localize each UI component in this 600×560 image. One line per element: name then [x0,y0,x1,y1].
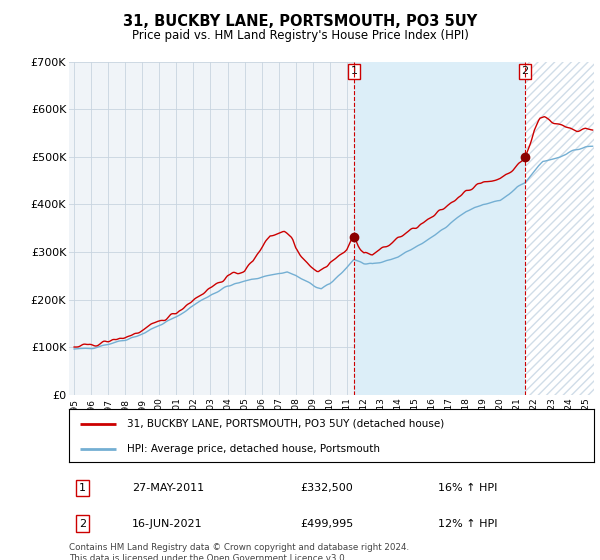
Text: 31, BUCKBY LANE, PORTSMOUTH, PO3 5UY: 31, BUCKBY LANE, PORTSMOUTH, PO3 5UY [123,14,477,29]
Text: 2: 2 [79,519,86,529]
Text: 16-JUN-2021: 16-JUN-2021 [132,519,203,529]
Bar [354,62,525,395]
Text: 16% ↑ HPI: 16% ↑ HPI [438,483,497,493]
Text: £332,500: £332,500 [300,483,353,493]
Text: 12% ↑ HPI: 12% ↑ HPI [438,519,497,529]
Text: HPI: Average price, detached house, Portsmouth: HPI: Average price, detached house, Port… [127,444,380,454]
Bar [525,62,594,395]
Text: 1: 1 [79,483,86,493]
Text: 2: 2 [521,67,529,76]
Text: Price paid vs. HM Land Registry's House Price Index (HPI): Price paid vs. HM Land Registry's House … [131,29,469,42]
Text: 1: 1 [350,67,358,76]
Text: £499,995: £499,995 [300,519,353,529]
Text: 31, BUCKBY LANE, PORTSMOUTH, PO3 5UY (detached house): 31, BUCKBY LANE, PORTSMOUTH, PO3 5UY (de… [127,419,444,429]
Text: Contains HM Land Registry data © Crown copyright and database right 2024.
This d: Contains HM Land Registry data © Crown c… [69,543,409,560]
Text: 27-MAY-2011: 27-MAY-2011 [132,483,204,493]
